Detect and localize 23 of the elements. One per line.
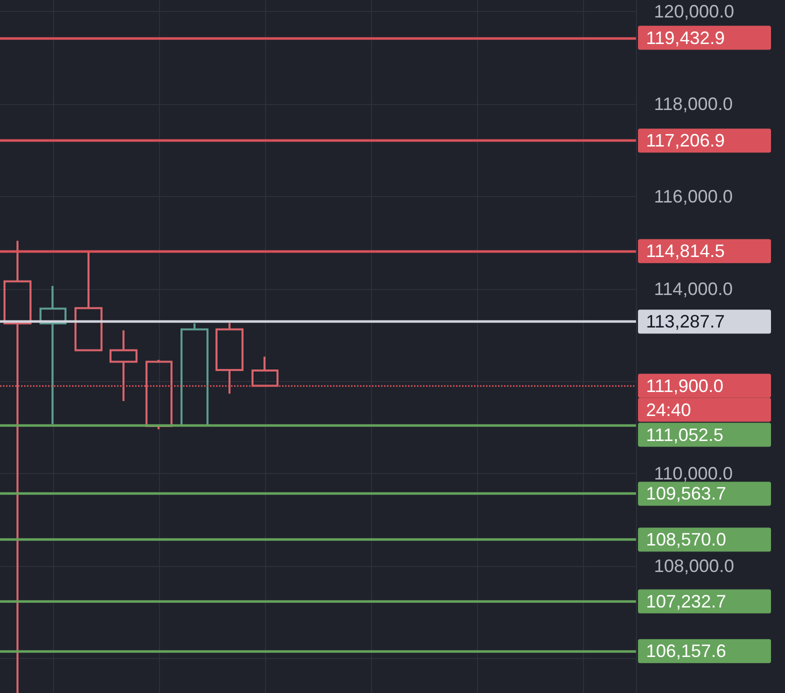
candlestick <box>74 250 102 352</box>
ref-line-label: 111,052.5 <box>646 424 724 445</box>
ref-line-label: 113,287.7 <box>646 312 725 332</box>
candlestick <box>4 240 32 693</box>
ref-line-label: 108,570.0 <box>646 530 726 550</box>
y-tick-label: 114,000.0 <box>654 278 733 299</box>
ref-line-label: 111,900.0 <box>646 376 724 396</box>
text: 24:40 <box>646 400 692 420</box>
ref-line-label: 117,206.9 <box>646 130 725 151</box>
candlestick <box>40 284 66 426</box>
ref-line-label: 107,232.7 <box>646 591 726 612</box>
y-tick-label: 110,000.0 <box>654 464 733 484</box>
candlestick <box>216 322 244 395</box>
ref-line-label: 119,432.9 <box>646 28 725 48</box>
y-tick-label: 120,000.0 <box>654 2 734 22</box>
y-tick-label: 116,000.0 <box>654 186 733 206</box>
ref-line-label: 109,563.7 <box>646 484 726 504</box>
candlestick <box>110 329 138 402</box>
y-tick-label: 108,000.0 <box>654 556 734 576</box>
candlestick <box>252 356 278 387</box>
ref-line-label: 106,157.6 <box>646 641 726 662</box>
ref-line-label: 114,814.5 <box>646 241 725 262</box>
y-tick-label: 118,000.0 <box>654 94 733 114</box>
